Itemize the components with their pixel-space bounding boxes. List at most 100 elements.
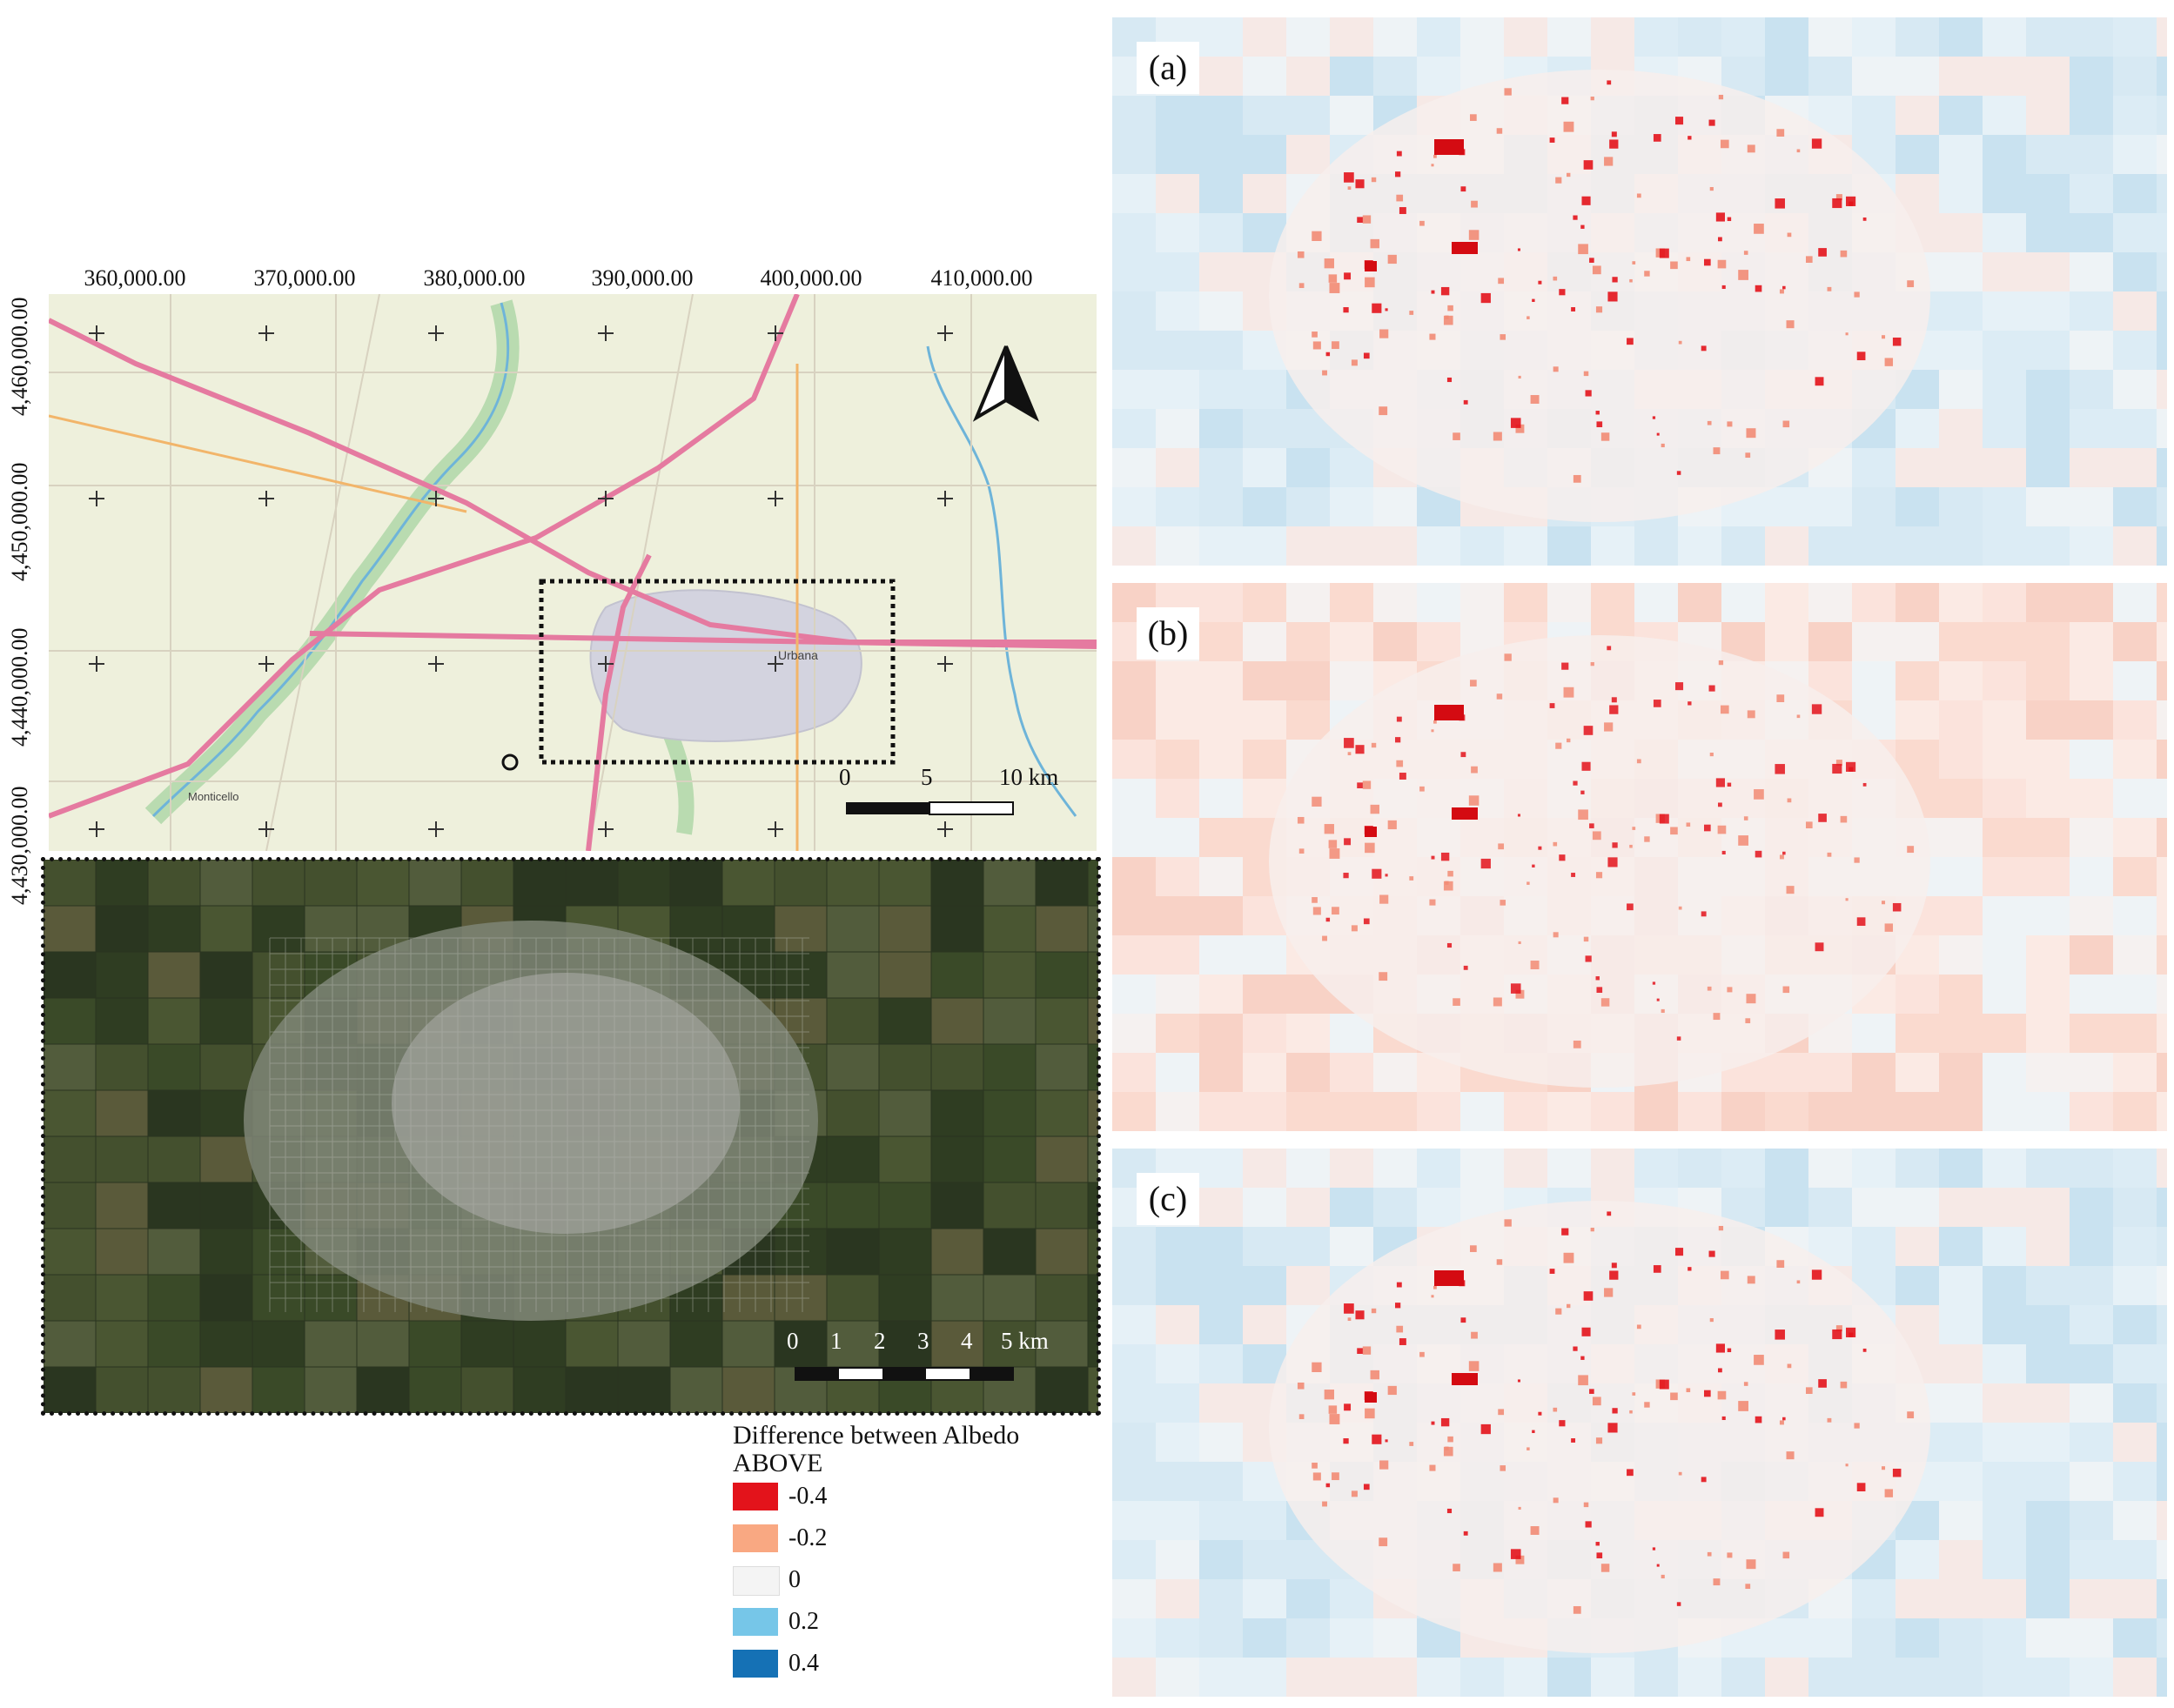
field-parcel bbox=[617, 1366, 671, 1413]
hotspot bbox=[1661, 1008, 1665, 1014]
hotspot bbox=[1717, 1390, 1727, 1400]
highways bbox=[49, 294, 1097, 851]
hotspot bbox=[1703, 1390, 1711, 1397]
hotspot bbox=[1453, 432, 1460, 440]
hotspot bbox=[1703, 258, 1711, 266]
hotspot bbox=[1504, 88, 1512, 96]
hotspot bbox=[1365, 277, 1375, 288]
hotspot bbox=[1553, 1497, 1559, 1504]
hotspot bbox=[1343, 873, 1349, 879]
parcel-cell bbox=[1852, 1227, 1896, 1266]
parcel-cell bbox=[1852, 1188, 1896, 1227]
parcel-cell bbox=[1112, 700, 1156, 740]
parcel-cell bbox=[2070, 96, 2113, 135]
field-parcel bbox=[878, 1320, 932, 1368]
x-tick-label: 380,000.00 bbox=[423, 265, 526, 291]
grid-cross bbox=[598, 491, 614, 506]
parcel-cell bbox=[1156, 213, 1199, 252]
hotspot bbox=[1518, 941, 1521, 945]
field-parcel bbox=[304, 1274, 358, 1322]
parcel-cell bbox=[2026, 1305, 2070, 1344]
hotspot bbox=[1703, 824, 1711, 832]
street-grid bbox=[269, 937, 809, 1312]
hotspot bbox=[1907, 280, 1915, 288]
parcel-cell bbox=[1156, 975, 1199, 1014]
parcel-cell bbox=[1939, 448, 1983, 487]
parcel-cell bbox=[1156, 174, 1199, 213]
parcel-cell bbox=[1199, 1383, 1243, 1423]
hotspot bbox=[1775, 764, 1785, 774]
parcel-cell bbox=[1939, 17, 1983, 57]
hotspot bbox=[1609, 1270, 1619, 1280]
field-parcel bbox=[199, 951, 253, 999]
parcel-cell bbox=[2157, 1227, 2167, 1266]
hotspot bbox=[1538, 846, 1542, 850]
hotspot bbox=[1387, 1385, 1397, 1396]
parcel-cell bbox=[1896, 1188, 1939, 1227]
hotspot bbox=[1827, 852, 1832, 857]
hotspot bbox=[1583, 936, 1589, 942]
hotspot bbox=[1632, 1392, 1636, 1396]
grid-cross bbox=[768, 821, 783, 837]
parcel-cell bbox=[2070, 17, 2113, 57]
parcel-cell bbox=[1983, 409, 2026, 448]
parcel-cell bbox=[1199, 174, 1243, 213]
legend-label: 0 bbox=[788, 1566, 801, 1593]
field-parcel bbox=[565, 1320, 619, 1368]
hotspot bbox=[1517, 248, 1521, 251]
field-parcel bbox=[252, 951, 305, 999]
hotspot-large bbox=[1452, 1373, 1478, 1385]
parcel-cell bbox=[1939, 622, 1983, 661]
parcel-cell bbox=[1808, 1053, 1852, 1092]
parcel-cell bbox=[1896, 1618, 1939, 1658]
hotspot bbox=[1846, 761, 1856, 772]
field-parcel bbox=[721, 1366, 775, 1413]
parcel-cell bbox=[2113, 1305, 2157, 1344]
parcel-cell bbox=[2157, 857, 2167, 896]
hotspot bbox=[1720, 705, 1729, 714]
parcel-cell bbox=[2026, 526, 2070, 566]
hotspot bbox=[1429, 1464, 1436, 1471]
hotspot bbox=[1653, 1265, 1661, 1273]
parcel-cell bbox=[1330, 1618, 1373, 1658]
parcel-cell bbox=[1983, 1149, 2026, 1188]
parcel-cell bbox=[2070, 896, 2113, 935]
hotspot bbox=[1580, 224, 1585, 229]
parcel-cell bbox=[1939, 1423, 1983, 1462]
hotspot bbox=[1884, 1489, 1894, 1497]
hotspot bbox=[1720, 1270, 1729, 1280]
parcel-cell bbox=[2026, 57, 2070, 96]
hotspot bbox=[1709, 1317, 1714, 1323]
parcel-cell bbox=[1417, 1658, 1460, 1697]
parcel-cell bbox=[1156, 1423, 1199, 1462]
parcel-cell bbox=[2026, 17, 2070, 57]
parcel-cell bbox=[2113, 818, 2157, 857]
parcel-cell bbox=[2113, 1579, 2157, 1618]
parcel-cell bbox=[1460, 1092, 1504, 1131]
field-parcel bbox=[95, 860, 149, 907]
parcel-cell bbox=[1852, 1149, 1896, 1188]
parcel-cell bbox=[1983, 17, 2026, 57]
field-parcel bbox=[983, 860, 1037, 907]
parcel-cell bbox=[1286, 1092, 1330, 1131]
hotspot bbox=[1496, 128, 1503, 134]
hotspot bbox=[1721, 285, 1726, 290]
parcel-cell bbox=[1808, 583, 1852, 622]
hotspot bbox=[1372, 303, 1382, 313]
field-parcel bbox=[147, 1274, 201, 1322]
field-parcel bbox=[1035, 1043, 1089, 1091]
hotspot bbox=[1297, 251, 1305, 258]
hotspot bbox=[1332, 1472, 1339, 1481]
hotspot bbox=[1298, 848, 1305, 854]
parcel-cell bbox=[1939, 174, 1983, 213]
hotspot bbox=[1344, 1403, 1352, 1411]
parcel-cell bbox=[1896, 1266, 1939, 1305]
north-arrow-icon bbox=[972, 345, 1040, 422]
hotspot bbox=[1328, 274, 1338, 283]
hotspot bbox=[1846, 1327, 1856, 1337]
field-parcel bbox=[95, 997, 149, 1045]
field-parcel bbox=[252, 1228, 305, 1276]
parcel-cell bbox=[1939, 1618, 1983, 1658]
hotspot bbox=[1592, 1397, 1601, 1406]
hotspot bbox=[1787, 798, 1792, 803]
